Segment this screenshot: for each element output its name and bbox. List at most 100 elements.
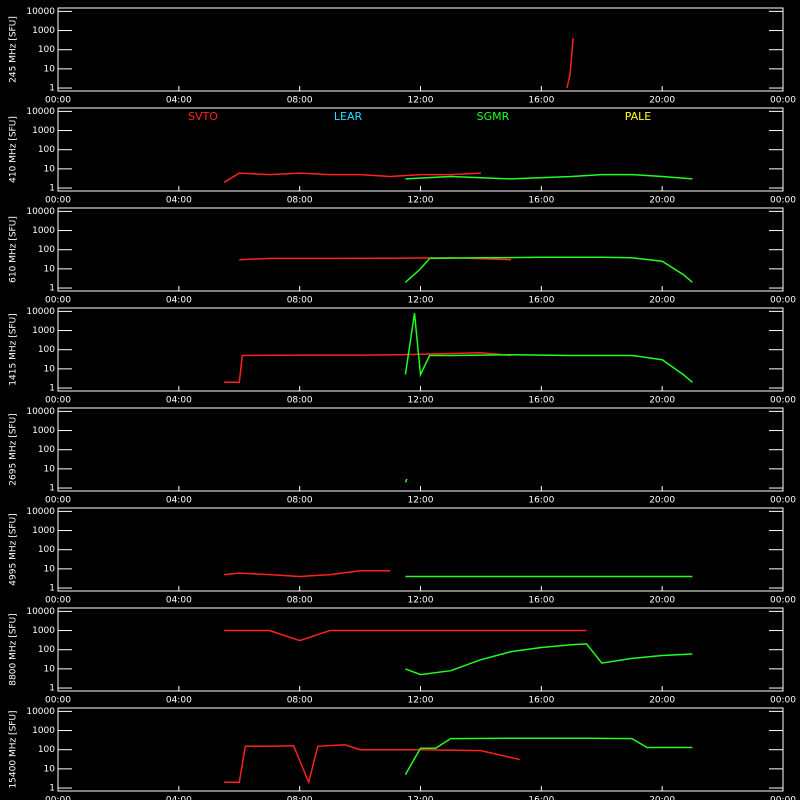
x-tick-label: 00:00: [770, 596, 796, 606]
x-tick-label: 00:00: [770, 796, 796, 800]
y-tick-label: 100: [38, 445, 55, 455]
flux-line: [566, 38, 574, 89]
x-tick-label: 04:00: [166, 796, 192, 800]
flux-line: [405, 643, 693, 676]
y-tick-label: 100: [38, 645, 55, 655]
y-tick-label: 10: [44, 464, 56, 474]
x-tick-label: 00:00: [45, 196, 71, 206]
legend-entry: PALE: [625, 110, 652, 123]
x-tick-label: 00:00: [45, 796, 71, 800]
x-tick-label: 00:00: [770, 696, 796, 706]
x-tick-label: 16:00: [528, 96, 554, 106]
y-tick-label: 10000: [26, 507, 55, 517]
x-tick-label: 12:00: [408, 496, 434, 506]
y-tick-label: 1: [49, 84, 55, 94]
x-tick-label: 00:00: [45, 696, 71, 706]
y-axis-label: 245 MHz [SFU]: [9, 16, 19, 83]
x-tick-label: 20:00: [649, 796, 675, 800]
y-tick-label: 10: [44, 264, 56, 274]
x-tick-label: 00:00: [45, 396, 71, 406]
x-tick-label: 04:00: [166, 196, 192, 206]
y-tick-label: 10000: [26, 7, 55, 17]
y-tick-label: 100: [38, 45, 55, 55]
x-tick-label: 12:00: [408, 396, 434, 406]
flux-line: [404, 313, 693, 383]
plot-frame: [57, 607, 784, 692]
x-tick-label: 20:00: [649, 196, 675, 206]
y-tick-label: 10: [44, 64, 56, 74]
y-tick-label: 10: [44, 164, 56, 174]
y-axis-label: 2695 MHz [SFU]: [9, 413, 19, 485]
x-tick-label: 20:00: [649, 696, 675, 706]
y-axis-label: 410 MHz [SFU]: [9, 116, 19, 183]
x-tick-label: 12:00: [408, 96, 434, 106]
x-tick-label: 00:00: [770, 196, 796, 206]
x-tick-label: 20:00: [649, 596, 675, 606]
y-tick-label: 10000: [26, 407, 55, 417]
y-tick-label: 1000: [32, 426, 55, 436]
x-tick-label: 04:00: [166, 296, 192, 306]
y-tick-label: 10000: [26, 707, 55, 717]
y-tick-label: 1000: [32, 26, 55, 36]
y-tick-label: 1000: [32, 226, 55, 236]
y-tick-label: 1: [49, 484, 55, 494]
x-tick-label: 12:00: [408, 596, 434, 606]
y-tick-label: 100: [38, 145, 55, 155]
legend-entry: SGMR: [477, 110, 510, 123]
y-axis-label: 8800 MHz [SFU]: [9, 613, 19, 685]
x-tick-label: 00:00: [45, 296, 71, 306]
x-tick-label: 08:00: [287, 296, 313, 306]
flux-line: [224, 351, 512, 384]
y-tick-label: 1: [49, 284, 55, 294]
x-tick-label: 20:00: [649, 296, 675, 306]
x-tick-label: 16:00: [528, 196, 554, 206]
y-tick-label: 1: [49, 684, 55, 694]
x-tick-label: 20:00: [649, 496, 675, 506]
x-tick-label: 00:00: [45, 96, 71, 106]
x-tick-label: 00:00: [45, 496, 71, 506]
flux-line: [404, 478, 408, 483]
legend-entry: LEAR: [334, 110, 363, 123]
x-tick-label: 20:00: [649, 396, 675, 406]
x-tick-label: 20:00: [649, 96, 675, 106]
flux-line: [224, 569, 391, 578]
y-tick-label: 1000: [32, 126, 55, 136]
x-tick-label: 04:00: [166, 396, 192, 406]
plot-frame: [57, 207, 784, 292]
x-tick-label: 16:00: [528, 596, 554, 606]
x-tick-label: 04:00: [166, 596, 192, 606]
x-tick-label: 00:00: [770, 96, 796, 106]
x-tick-label: 08:00: [287, 96, 313, 106]
y-tick-label: 10: [44, 564, 56, 574]
x-tick-label: 04:00: [166, 96, 192, 106]
x-tick-label: 08:00: [287, 396, 313, 406]
x-tick-label: 00:00: [770, 296, 796, 306]
x-tick-label: 16:00: [528, 396, 554, 406]
x-tick-label: 16:00: [528, 496, 554, 506]
y-tick-label: 100: [38, 545, 55, 555]
y-tick-label: 1: [49, 584, 55, 594]
y-axis-label: 15400 MHz [SFU]: [9, 710, 19, 788]
x-tick-label: 04:00: [166, 496, 192, 506]
x-tick-label: 16:00: [528, 696, 554, 706]
y-tick-label: 100: [38, 745, 55, 755]
y-tick-label: 1000: [32, 626, 55, 636]
y-tick-label: 1: [49, 184, 55, 194]
y-tick-label: 1: [49, 784, 55, 794]
y-tick-label: 100: [38, 245, 55, 255]
y-axis-label: 1415 MHz [SFU]: [9, 313, 19, 385]
x-tick-label: 16:00: [528, 796, 554, 800]
x-tick-label: 08:00: [287, 596, 313, 606]
x-tick-label: 04:00: [166, 696, 192, 706]
flux-line: [404, 737, 693, 775]
y-axis-label: 610 MHz [SFU]: [9, 216, 19, 283]
x-tick-label: 00:00: [770, 496, 796, 506]
x-tick-label: 12:00: [408, 296, 434, 306]
x-tick-label: 00:00: [45, 596, 71, 606]
flux-line: [224, 629, 587, 642]
x-tick-label: 16:00: [528, 296, 554, 306]
y-axis-label: 4995 MHz [SFU]: [9, 513, 19, 585]
flux-line: [404, 256, 693, 283]
x-tick-label: 08:00: [287, 696, 313, 706]
